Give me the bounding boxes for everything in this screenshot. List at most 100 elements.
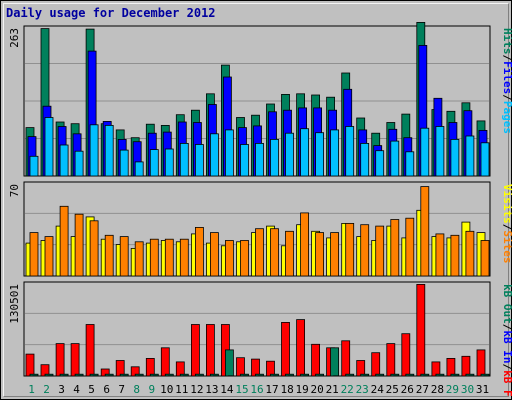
legend-sep1: / (501, 224, 512, 231)
kb-f-bar (55, 343, 65, 377)
sites-bar (89, 220, 99, 277)
day-label: 4 (73, 383, 80, 396)
pages-bar (480, 142, 490, 177)
pages-bar (405, 151, 415, 177)
kb-f-bar (311, 343, 321, 377)
sites-bar (74, 213, 84, 277)
kb-f-bar (356, 360, 366, 377)
day-label: 17 (265, 383, 278, 396)
legend-sep1: / (501, 94, 512, 101)
y-max-label: 130501 (8, 284, 21, 324)
kb-f-bar (160, 347, 170, 377)
legend-sep2: / (501, 55, 512, 62)
pages-bar (420, 127, 430, 177)
sites-bar (164, 238, 174, 277)
kb-f-bar (371, 352, 381, 377)
sites-bar (285, 230, 294, 277)
pages-bar (194, 144, 204, 177)
day-label: 16 (250, 383, 263, 396)
y-max-label: 70 (8, 184, 21, 197)
legend-sites: Sites (501, 230, 512, 263)
kb-f-bar (281, 321, 290, 377)
sites-bar (420, 186, 430, 277)
legend-hits: Hits (501, 28, 512, 55)
sites-bar (194, 226, 204, 277)
legend-sep1: / (501, 364, 512, 371)
sites-bar (390, 219, 400, 277)
kb-out-bar (224, 349, 234, 377)
day-label: 13 (205, 383, 218, 396)
day-label: 19 (295, 383, 308, 396)
kb-f-bar (416, 283, 426, 377)
day-label: 11 (175, 383, 188, 396)
frame-bevel (3, 3, 509, 397)
sites-bar (29, 232, 39, 277)
day-label: 25 (386, 383, 399, 396)
kb-f-bar (115, 360, 125, 377)
pages-bar (104, 125, 114, 177)
pages-bar (224, 129, 234, 177)
pages-bar (450, 138, 460, 177)
day-label: 6 (103, 383, 110, 396)
sites-bar (104, 234, 114, 277)
sites-bar (405, 217, 415, 277)
sites-bar (360, 224, 370, 277)
day-label: 1 (28, 383, 35, 396)
legend-kbytes: kB Out/kB In/kB F (501, 284, 512, 397)
day-label: 2 (43, 383, 50, 396)
pages-bar (44, 117, 54, 177)
sites-bar (270, 228, 279, 277)
sites-bar (44, 236, 54, 277)
legend-sep2: / (501, 324, 512, 331)
day-label: 28 (431, 383, 444, 396)
day-label: 9 (148, 383, 155, 396)
kb-f-bar (461, 355, 471, 377)
kb-f-bar (386, 343, 396, 377)
pages-bar (209, 133, 219, 177)
sites-bar (480, 240, 490, 277)
day-label: 27 (416, 383, 429, 396)
legend-kb_in: kB In (501, 330, 512, 363)
day-label: 20 (310, 383, 323, 396)
day-label: 30 (461, 383, 474, 396)
sites-bar (315, 232, 325, 277)
sites-bar (300, 212, 310, 277)
day-label: 24 (371, 383, 385, 396)
sites-bar (375, 225, 385, 277)
sites-bar (134, 241, 144, 277)
kb-f-bar (401, 333, 411, 377)
kb-f-bar (85, 324, 95, 377)
kb-f-bar (25, 353, 35, 377)
kb-f-bar (205, 324, 215, 377)
chart-title: Daily usage for December 2012 (6, 6, 216, 20)
day-label: 8 (133, 383, 140, 396)
sites-bar (224, 240, 234, 277)
day-label: 7 (118, 383, 125, 396)
day-label: 5 (88, 383, 95, 396)
kb-f-bar (70, 343, 80, 377)
sites-bar (179, 238, 189, 277)
sites-bar (345, 222, 355, 277)
day-label: 31 (476, 383, 489, 396)
legend-visits-sites: Visits/Sites (501, 184, 512, 264)
legend-kb_f: kB F (501, 370, 512, 397)
legend-kb_out: kB Out (501, 284, 512, 324)
day-label: 18 (280, 383, 293, 396)
pages-bar (240, 144, 249, 177)
pages-bar (255, 142, 264, 177)
day-label: 22 (341, 383, 354, 396)
kb-f-bar (190, 324, 200, 377)
kb-f-bar (446, 357, 456, 377)
day-label: 23 (356, 383, 369, 396)
y-max-label: 263 (8, 28, 21, 48)
pages-bar (300, 128, 310, 177)
pages-bar (435, 126, 445, 177)
kb-f-bar (341, 340, 351, 377)
pages-bar (89, 124, 99, 177)
day-label: 14 (220, 383, 234, 396)
kb-f-bar (296, 319, 306, 377)
sites-bar (450, 234, 460, 277)
pages-bar (149, 149, 159, 177)
day-label: 26 (401, 383, 414, 396)
legend-files: Files (501, 61, 512, 94)
